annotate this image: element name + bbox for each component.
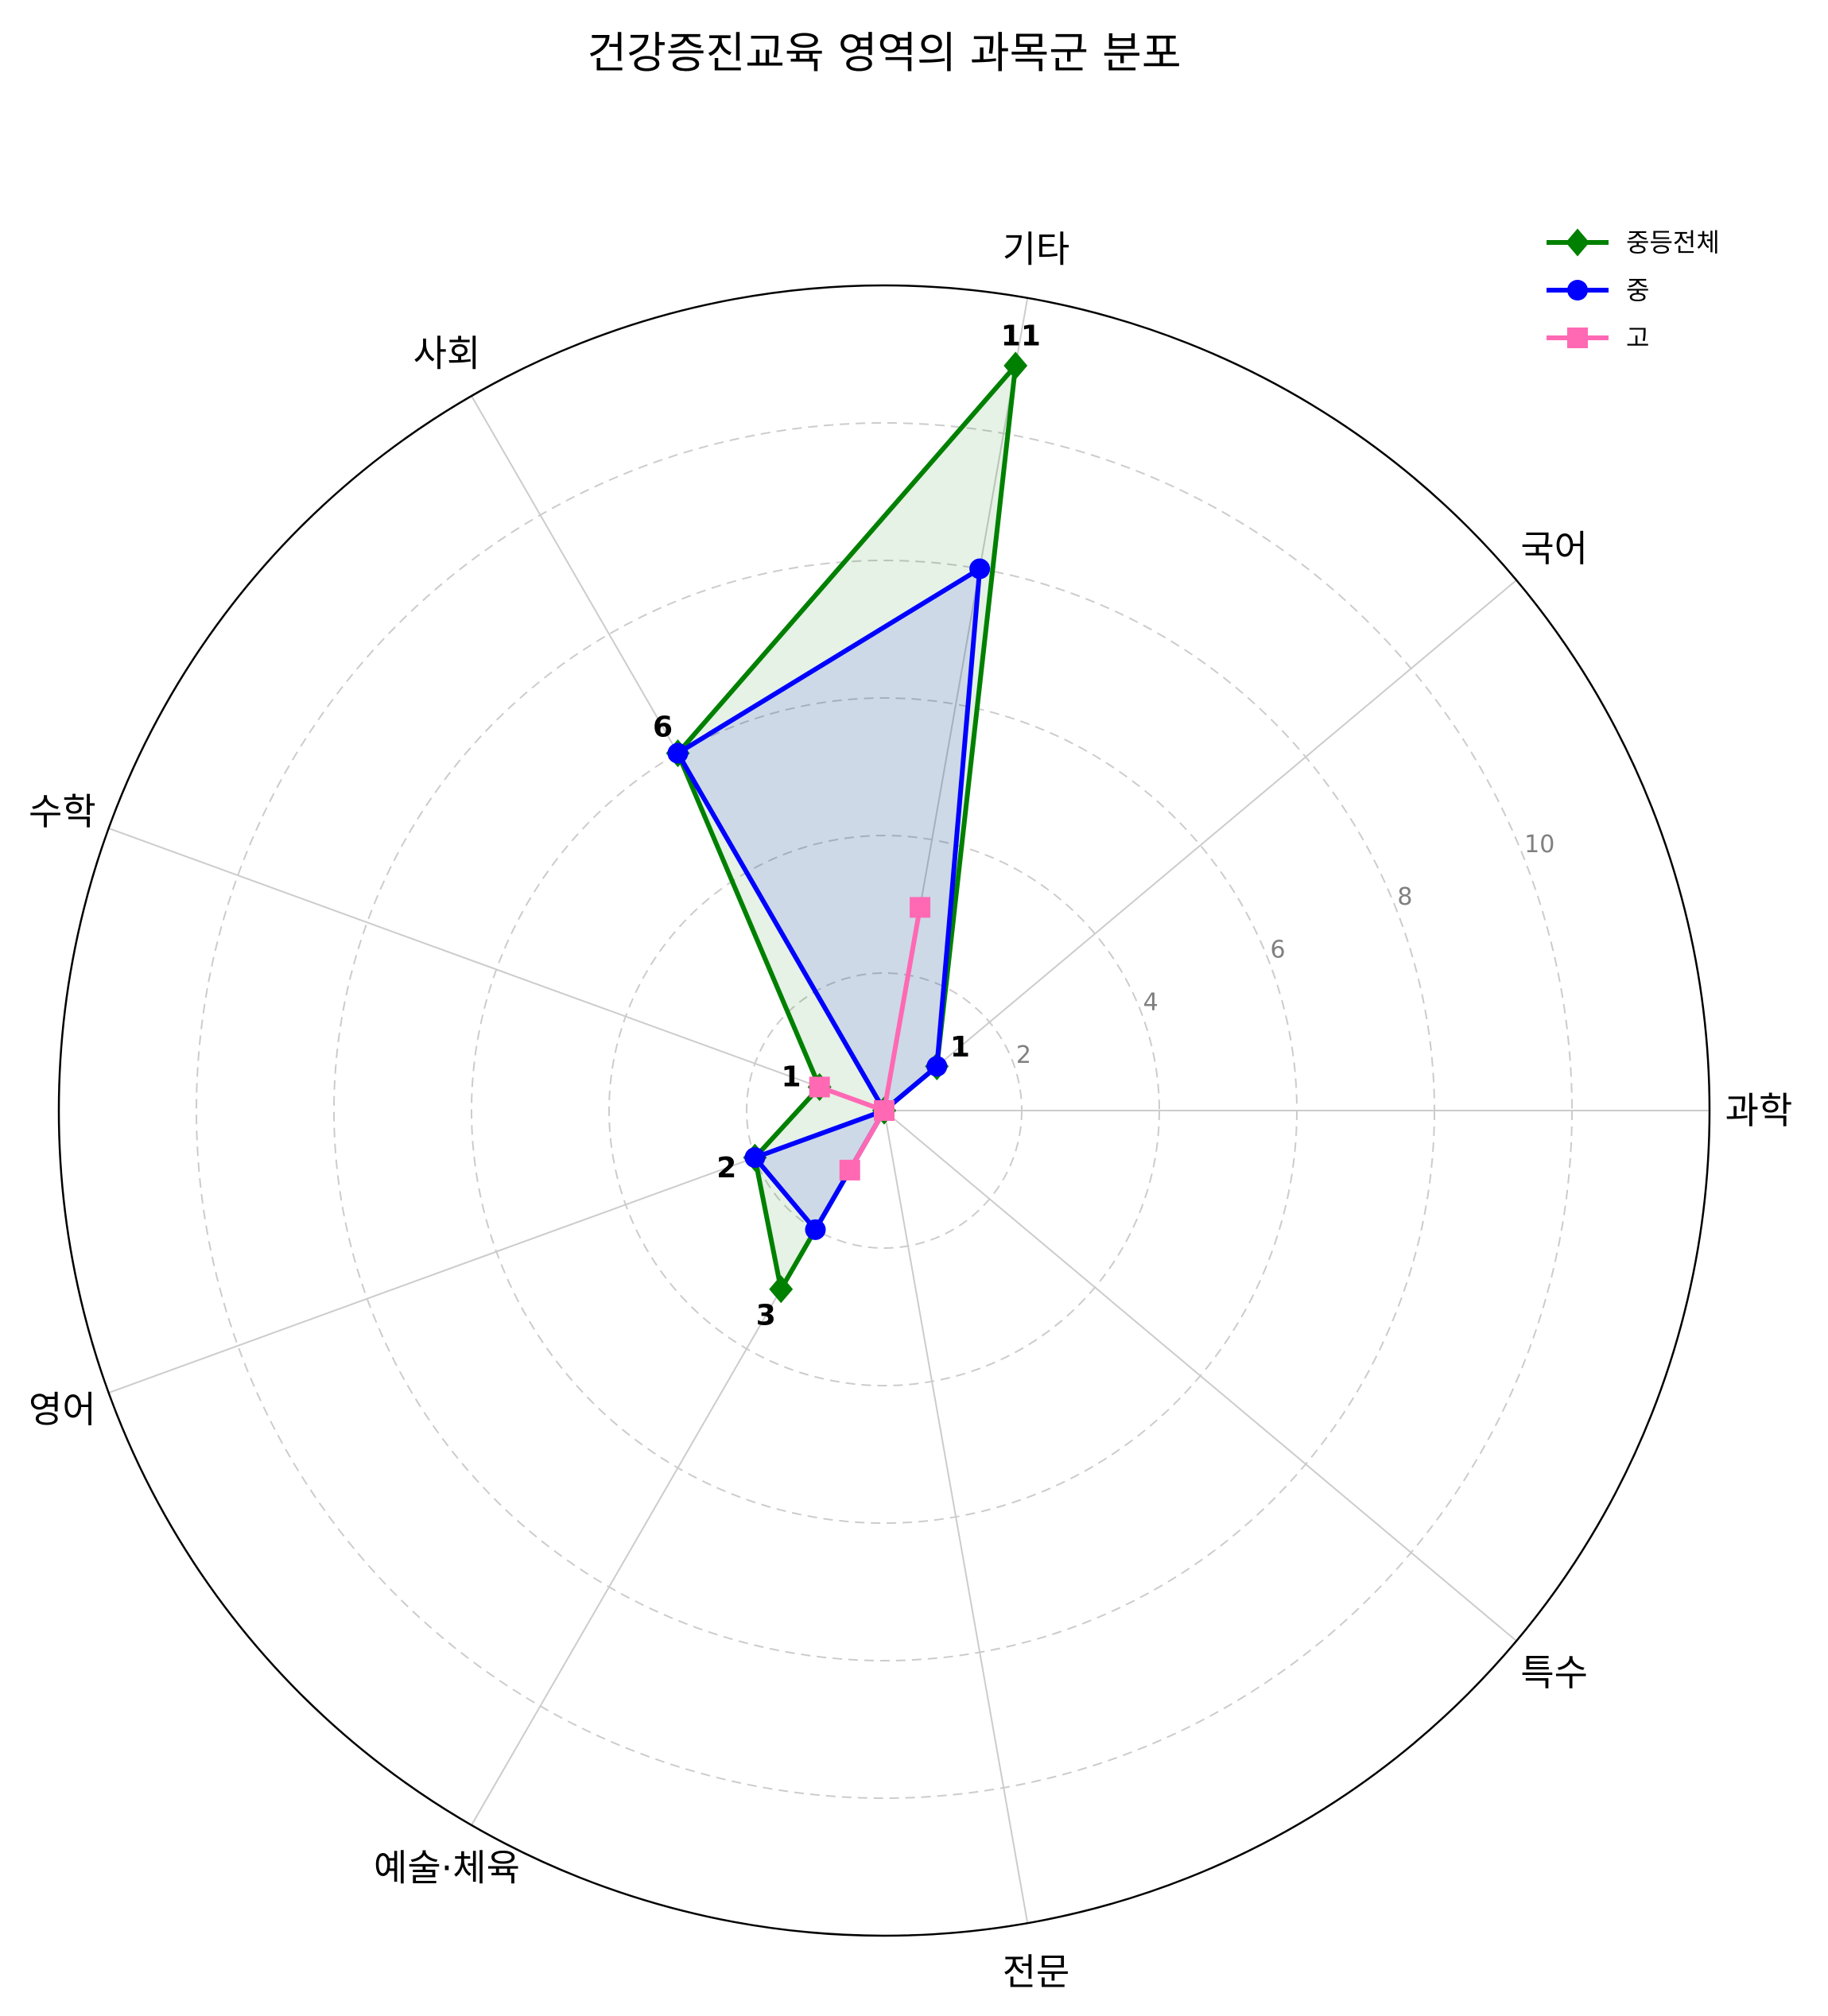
category-label: 기타	[1003, 228, 1070, 271]
legend-item: 중등전체	[1547, 227, 1720, 258]
data-point-marker	[1567, 280, 1588, 300]
radial-tick-label: 10	[1524, 831, 1554, 859]
data-label: 3	[756, 1300, 776, 1332]
data-label: 11	[1001, 320, 1041, 353]
series-2	[667, 558, 991, 1240]
series-area	[677, 568, 980, 1230]
radial-tick-label: 4	[1143, 989, 1159, 1017]
data-point-marker	[667, 742, 689, 764]
legend-item: 중	[1547, 275, 1649, 305]
grid-ring	[333, 560, 1435, 1661]
outer-frame	[57, 284, 1711, 1937]
data-label: 1	[950, 1031, 970, 1064]
category-label: 수학	[29, 790, 96, 833]
data-point-marker	[769, 1275, 794, 1304]
series-line	[675, 566, 983, 1232]
data-point-marker	[839, 1159, 860, 1181]
data-point-marker	[1567, 328, 1588, 348]
data-label: 6	[653, 711, 673, 744]
legend-label: 중등전체	[1626, 227, 1720, 258]
category-label: 특수	[1520, 1651, 1588, 1694]
data-point-marker	[910, 897, 931, 918]
radial-tick-label: 8	[1397, 883, 1412, 911]
data-point-marker	[809, 1076, 830, 1098]
category-label: 전문	[1003, 1950, 1070, 1993]
legend-label: 고	[1626, 323, 1649, 353]
radial-tick-label: 6	[1270, 936, 1285, 963]
data-point-marker	[1566, 228, 1589, 257]
grid-ring	[471, 697, 1298, 1524]
category-label: 영어	[29, 1388, 96, 1431]
data-point-marker	[874, 1100, 895, 1121]
grid-ring	[746, 972, 1023, 1249]
category-label: 예술·체육	[374, 1847, 520, 1890]
legend-label: 중	[1626, 275, 1649, 305]
data-point-marker	[969, 558, 991, 580]
series-line	[675, 363, 1019, 1292]
category-label: 과학	[1725, 1089, 1793, 1132]
data-point-marker	[1003, 351, 1028, 380]
data-label: 1	[781, 1060, 801, 1093]
data-point-marker	[926, 1056, 948, 1077]
grid-ring	[196, 422, 1573, 1799]
category-label: 국어	[1520, 527, 1588, 570]
data-label: 2	[716, 1152, 736, 1184]
radial-tick-label: 2	[1016, 1041, 1031, 1069]
series-layer	[666, 351, 1028, 1304]
series-3	[809, 897, 931, 1181]
data-point-marker	[805, 1219, 826, 1240]
data-point-marker	[744, 1147, 766, 1169]
chart-title: 건강증진교육 영역의 과목군 분포	[587, 28, 1181, 78]
grid-ring	[608, 835, 1160, 1386]
category-label: 사회	[413, 331, 481, 374]
legend-item: 고	[1547, 323, 1649, 353]
